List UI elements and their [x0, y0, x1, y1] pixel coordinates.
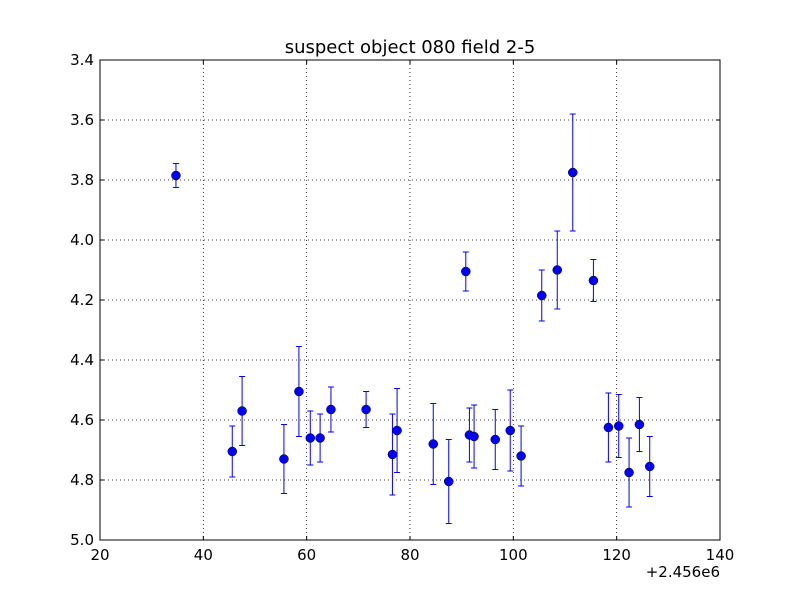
data-point [461, 266, 471, 277]
y-tick-label: 4.4 [70, 351, 94, 369]
y-tick-label: 3.4 [70, 51, 94, 69]
y-tick-label: 4.0 [70, 231, 94, 249]
data-point [444, 476, 454, 487]
data-point [387, 449, 398, 460]
data-point [505, 425, 515, 436]
grid [100, 60, 720, 540]
data-point [237, 406, 247, 416]
chart-title: suspect object 080 field 2-5 [285, 37, 536, 58]
x-offset-label: +2.456e6 [646, 563, 720, 581]
data-point [644, 461, 655, 472]
x-tick-label: 40 [194, 546, 213, 564]
data-point [624, 467, 634, 478]
data-point [361, 404, 371, 415]
plot-frame [99, 59, 721, 541]
x-tick-label: 20 [90, 546, 109, 564]
data-point [634, 419, 645, 430]
y-tick-label: 5.0 [70, 531, 94, 549]
data-point [315, 433, 325, 443]
x-tick-label: 80 [400, 546, 419, 564]
data-point [568, 167, 578, 178]
axis-ticks: 20 40 60 80 100 120 140 3.4 3.6 3.8 4.0 4.2 4.4 4.6 4.… [70, 51, 734, 564]
y-tick-label: 3.6 [70, 111, 94, 129]
data-point [537, 290, 547, 301]
x-tick-label: 140 [706, 546, 735, 564]
data-point [326, 404, 336, 415]
data-point [305, 433, 316, 443]
data-point [552, 265, 562, 275]
x-tick-label: 100 [499, 546, 528, 564]
data-point [490, 434, 500, 445]
data-point [227, 446, 238, 457]
data-point [428, 439, 438, 449]
data-point [469, 431, 479, 442]
data-point [171, 170, 181, 181]
data-point [392, 425, 402, 436]
data-point [603, 422, 614, 433]
y-tick-label: 3.8 [70, 171, 94, 189]
x-tick-label: 120 [602, 546, 631, 564]
y-tick-label: 4.2 [70, 291, 94, 309]
data-point [588, 275, 599, 286]
y-tick-label: 4.6 [70, 411, 94, 429]
data-point [294, 386, 304, 397]
data-point [516, 451, 526, 461]
data-point [279, 454, 289, 464]
data-points [171, 113, 655, 524]
data-point [613, 421, 624, 431]
x-tick-label: 60 [297, 546, 316, 564]
y-tick-label: 4.8 [70, 471, 94, 489]
